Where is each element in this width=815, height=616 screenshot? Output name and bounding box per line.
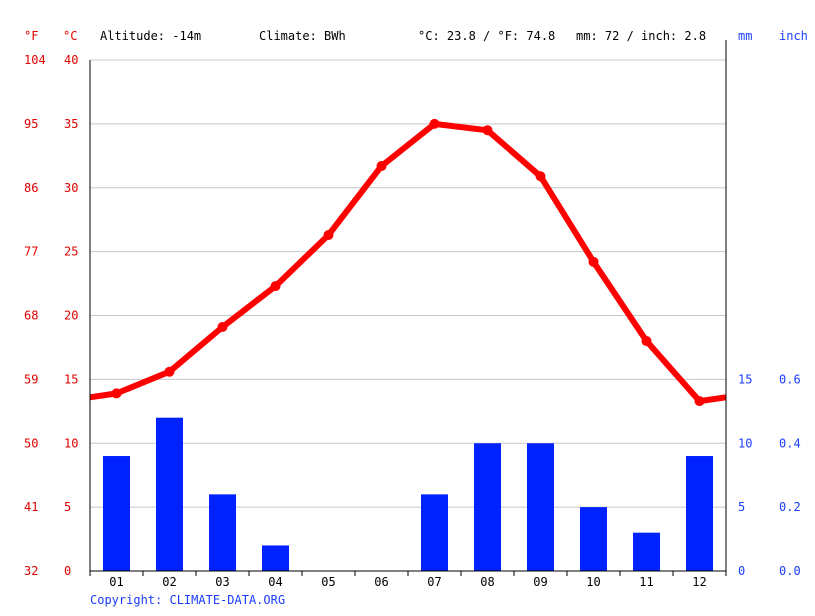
celsius-tick-label: 0 xyxy=(64,564,71,578)
mm-tick-label: 0 xyxy=(738,564,745,578)
altitude-label: Altitude: -14m xyxy=(100,29,201,43)
mm-tick-label: 15 xyxy=(738,372,752,386)
fahrenheit-tick-label: 41 xyxy=(24,500,38,514)
temperature-point xyxy=(535,171,546,182)
axes xyxy=(89,40,727,576)
month-tick-label: 07 xyxy=(427,575,441,589)
precipitation-bars xyxy=(103,417,713,571)
precipitation-summary: mm: 72 / inch: 2.8 xyxy=(576,29,706,43)
precipitation-bar xyxy=(103,456,130,571)
celsius-tick-label: 20 xyxy=(64,309,78,323)
temperature-point xyxy=(376,161,387,172)
celsius-tick-label: 30 xyxy=(64,181,78,195)
celsius-tick-label: 10 xyxy=(64,436,78,450)
temperature-point xyxy=(270,281,281,292)
celsius-tick-label: 35 xyxy=(64,117,78,131)
inch-tick-label: 0.0 xyxy=(779,564,801,578)
month-tick-label: 02 xyxy=(162,575,176,589)
tick-labels: 0 32 5 41 10 50 15 59 20 68 25 77 30 86 35 95 40 104 0 0.0 5… xyxy=(24,53,801,589)
celsius-unit-label: °C xyxy=(63,29,77,43)
month-tick-label: 04 xyxy=(268,575,282,589)
precipitation-bar xyxy=(209,494,236,571)
fahrenheit-tick-label: 77 xyxy=(24,245,38,259)
temperature-point xyxy=(588,256,599,267)
precipitation-bar xyxy=(686,456,713,571)
celsius-tick-label: 15 xyxy=(64,372,78,386)
month-tick-label: 11 xyxy=(639,575,653,589)
month-tick-label: 12 xyxy=(692,575,706,589)
inch-tick-label: 0.4 xyxy=(779,436,801,450)
month-tick-label: 05 xyxy=(321,575,335,589)
grid-lines xyxy=(90,59,726,508)
precipitation-bar xyxy=(156,417,183,571)
precipitation-bar xyxy=(527,443,554,571)
precipitation-bar xyxy=(580,507,607,571)
precipitation-bar xyxy=(421,494,448,571)
temperature-point xyxy=(323,230,334,241)
month-tick-label: 01 xyxy=(109,575,123,589)
temperature-point xyxy=(111,388,122,399)
celsius-tick-label: 25 xyxy=(64,245,78,259)
temperature-point xyxy=(641,336,652,347)
precipitation-bar xyxy=(474,443,501,571)
temperature-point xyxy=(164,366,175,377)
celsius-tick-label: 5 xyxy=(64,500,71,514)
month-tick-label: 06 xyxy=(374,575,388,589)
month-tick-label: 03 xyxy=(215,575,229,589)
temperature-line xyxy=(89,118,727,407)
inch-tick-label: 0.2 xyxy=(779,500,801,514)
fahrenheit-tick-label: 68 xyxy=(24,309,38,323)
fahrenheit-tick-label: 59 xyxy=(24,372,38,386)
temperature-summary: °C: 23.8 / °F: 74.8 xyxy=(418,29,555,43)
fahrenheit-unit-label: °F xyxy=(24,29,38,43)
climate-label: Climate: BWh xyxy=(259,29,346,43)
celsius-tick-label: 40 xyxy=(64,53,78,67)
inch-tick-label: 0.6 xyxy=(779,372,801,386)
fahrenheit-tick-label: 50 xyxy=(24,436,38,450)
fahrenheit-tick-label: 86 xyxy=(24,181,38,195)
temperature-point xyxy=(482,125,493,136)
mm-unit-label: mm xyxy=(738,29,752,43)
fahrenheit-tick-label: 95 xyxy=(24,117,38,131)
inch-unit-label: inch xyxy=(779,29,808,43)
precipitation-bar xyxy=(262,545,289,571)
mm-tick-label: 10 xyxy=(738,436,752,450)
month-tick-label: 09 xyxy=(533,575,547,589)
fahrenheit-tick-label: 32 xyxy=(24,564,38,578)
temperature-point xyxy=(217,321,228,332)
fahrenheit-tick-label: 104 xyxy=(24,53,46,67)
precipitation-bar xyxy=(633,532,660,571)
month-tick-label: 08 xyxy=(480,575,494,589)
month-tick-label: 10 xyxy=(586,575,600,589)
temperature-series-line xyxy=(89,120,727,405)
temperature-point xyxy=(429,118,440,129)
copyright-footer: Copyright: CLIMATE-DATA.ORG xyxy=(90,593,285,607)
temperature-point xyxy=(694,396,705,407)
mm-tick-label: 5 xyxy=(738,500,745,514)
